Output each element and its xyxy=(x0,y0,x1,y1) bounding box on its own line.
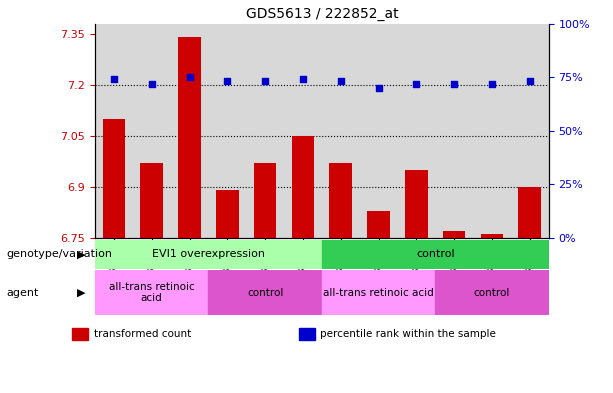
Bar xyxy=(322,240,549,269)
Bar xyxy=(405,170,428,238)
Text: transformed count: transformed count xyxy=(94,329,191,339)
Text: all-trans retinoic
acid: all-trans retinoic acid xyxy=(109,282,194,303)
Bar xyxy=(246,24,284,238)
Text: control: control xyxy=(247,288,283,298)
Bar xyxy=(95,270,208,315)
Text: all-trans retinoic acid: all-trans retinoic acid xyxy=(323,288,434,298)
Bar xyxy=(397,24,435,238)
Bar xyxy=(511,24,549,238)
Bar xyxy=(178,37,201,238)
Bar xyxy=(519,187,541,238)
Bar xyxy=(367,211,390,238)
Bar xyxy=(216,190,238,238)
Point xyxy=(449,81,459,87)
Bar xyxy=(95,24,133,238)
Point xyxy=(411,81,421,87)
Bar xyxy=(322,270,435,315)
Text: control: control xyxy=(416,250,455,259)
Bar xyxy=(443,231,465,238)
Point xyxy=(109,76,119,83)
Bar xyxy=(299,329,315,340)
Point xyxy=(298,76,308,83)
Bar xyxy=(322,24,360,238)
Bar xyxy=(95,240,322,269)
Text: agent: agent xyxy=(6,288,39,298)
Point xyxy=(223,78,232,84)
Bar xyxy=(140,163,163,238)
Bar xyxy=(292,136,314,238)
Title: GDS5613 / 222852_at: GDS5613 / 222852_at xyxy=(246,7,398,21)
Bar xyxy=(360,24,397,238)
Point xyxy=(260,78,270,84)
Text: ▶: ▶ xyxy=(77,288,86,298)
Bar xyxy=(72,329,88,340)
Bar xyxy=(284,24,322,238)
Text: ▶: ▶ xyxy=(77,250,86,259)
Bar xyxy=(208,24,246,238)
Text: EVI1 overexpression: EVI1 overexpression xyxy=(152,250,265,259)
Bar xyxy=(473,24,511,238)
Point xyxy=(373,84,384,91)
Bar xyxy=(170,24,208,238)
Point xyxy=(336,78,346,84)
Bar xyxy=(208,270,322,315)
Bar xyxy=(329,163,352,238)
Bar xyxy=(435,24,473,238)
Point xyxy=(525,78,535,84)
Bar xyxy=(254,163,276,238)
Bar xyxy=(435,270,549,315)
Text: control: control xyxy=(474,288,510,298)
Bar xyxy=(481,234,503,238)
Bar xyxy=(102,119,125,238)
Point xyxy=(487,81,497,87)
Bar xyxy=(133,24,170,238)
Point xyxy=(147,81,156,87)
Text: genotype/variation: genotype/variation xyxy=(6,250,112,259)
Text: percentile rank within the sample: percentile rank within the sample xyxy=(320,329,496,339)
Point xyxy=(185,74,194,80)
